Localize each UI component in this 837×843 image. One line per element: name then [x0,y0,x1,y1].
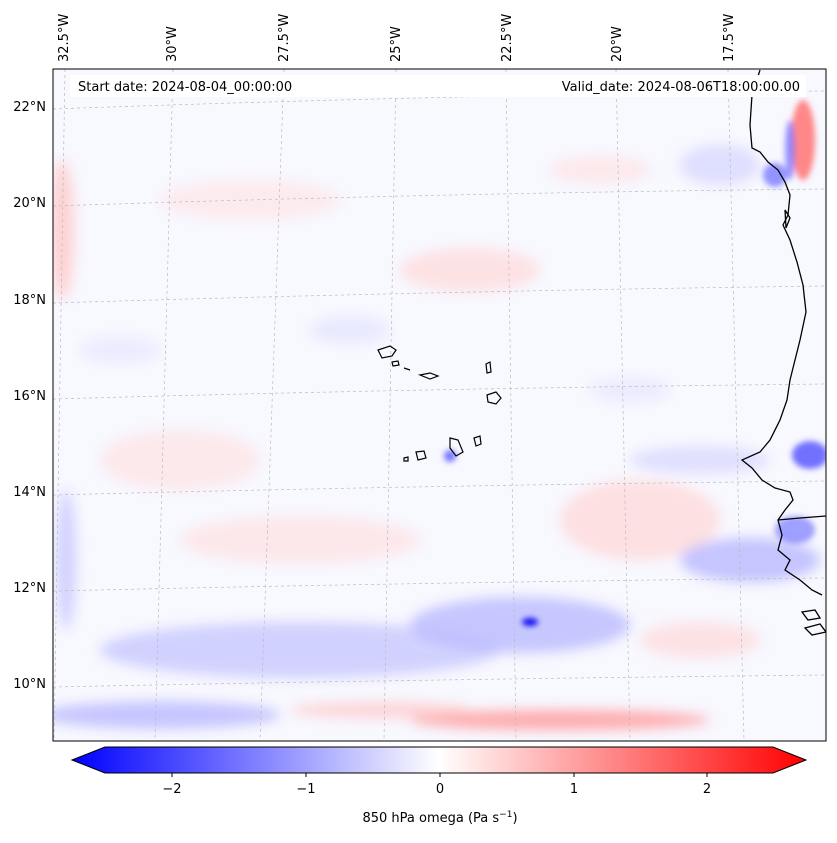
colorbar: −2 −1 0 1 2 850 hPa omega (Pa s−1) [70,746,808,826]
lat-label: 12°N [13,581,46,596]
gridlines [53,69,826,741]
island-brava [403,456,409,462]
colorbar-tick-label: −1 [296,782,315,797]
island-sao-vicente [391,360,400,367]
colorbar-bar [70,746,808,774]
colorbar-label: 850 hPa omega (Pa s−1) [362,810,517,826]
island-santiago [449,437,464,457]
lat-label: 22°N [13,100,46,115]
cape-verde-islands [377,345,502,462]
island-sal [485,361,492,374]
colorbar-ticks [171,773,708,777]
island-santo-antao [377,345,397,359]
lon-label: 22.5°W [500,14,515,62]
lat-label: 18°N [13,293,46,308]
lon-label: 20°W [610,26,625,62]
valid-date: Valid_date: 2024-08-06T18:00:00.00 [562,80,800,95]
coastlines [740,69,826,636]
lon-label: 32.5°W [57,14,72,62]
island-boa-vista [486,391,502,405]
start-date: Start date: 2024-08-04_00:00:00 [78,80,292,95]
colorbar-tick-label: 1 [570,782,578,797]
island-maio [473,435,482,447]
island-santa-luzia [403,367,411,371]
colorbar-label-text: 850 hPa omega (Pa s [362,811,499,826]
lat-label: 16°N [13,389,46,404]
colorbar-tick-label: 0 [436,782,444,797]
colorbar-tick-label: −2 [162,782,181,797]
colorbar-tick-label: 2 [703,782,711,797]
colorbar-label-close: ) [512,811,517,826]
island-sao-nicolau [417,372,440,380]
island-fogo [415,450,427,461]
lon-label: 17.5°W [722,14,737,62]
omega-field [53,100,826,730]
header-box [70,75,806,97]
lat-label: 20°N [13,196,46,211]
map-frame [52,68,827,742]
lon-label: 25°W [389,26,404,62]
lon-labels: 32.5°W 30°W 27.5°W 25°W 22.5°W 20°W 17.5… [57,14,737,62]
lat-label: 14°N [13,485,46,500]
lon-label: 27.5°W [277,14,292,62]
map-panel: Start date: 2024-08-04_00:00:00 Valid_da… [52,68,827,742]
colorbar-label-exponent: −1 [499,810,512,820]
lat-labels: 22°N 20°N 18°N 16°N 14°N 12°N 10°N [13,100,46,692]
lat-label: 10°N [13,677,46,692]
lon-label: 30°W [165,26,180,62]
